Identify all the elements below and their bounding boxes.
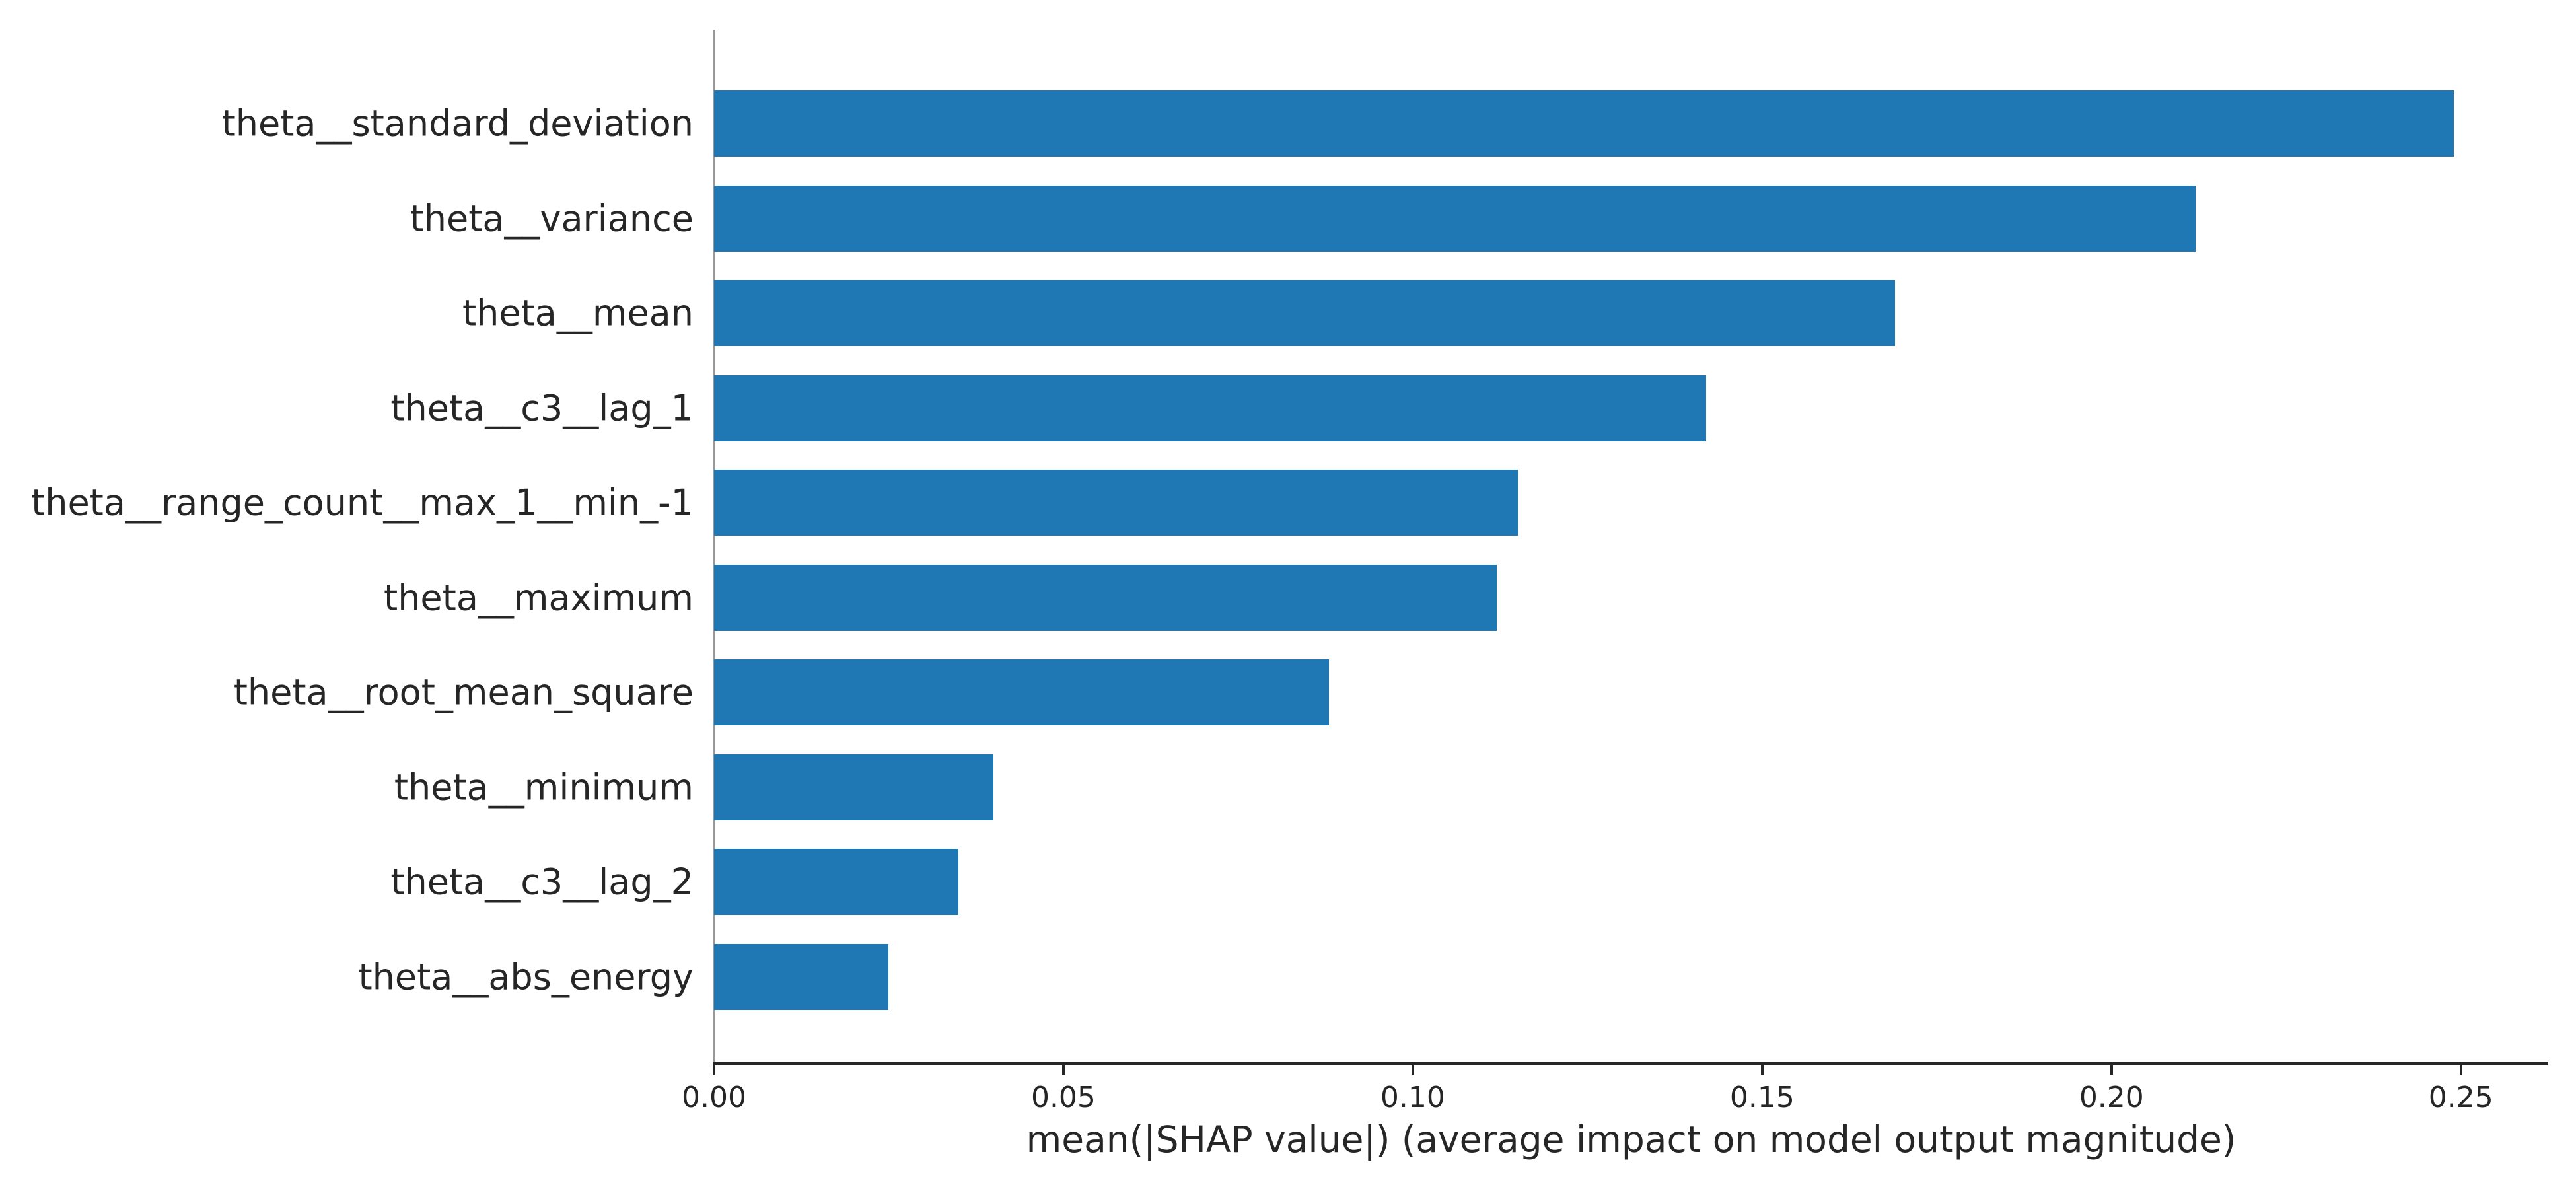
y-tick-label: theta__abs_energy: [358, 956, 694, 997]
x-axis-title: mean(|SHAP value|) (average impact on mo…: [1026, 1118, 2236, 1161]
y-tick-label: theta__maximum: [384, 577, 694, 618]
bar-theta__mean: [714, 280, 1895, 346]
bar-theta__c3__lag_1: [714, 375, 1707, 441]
bar-theta__c3__lag_2: [714, 849, 959, 915]
y-tick-label: theta__c3__lag_1: [390, 387, 694, 429]
bar-theta__abs_energy: [714, 943, 889, 1010]
x-tick-mark: [2459, 1065, 2462, 1075]
y-axis-zero-line: [713, 30, 715, 1062]
x-tick-mark: [1061, 1065, 1065, 1075]
bar-theta__minimum: [714, 754, 994, 820]
x-tick-mark: [2110, 1065, 2113, 1075]
x-tick-label: 0.20: [2079, 1081, 2144, 1114]
y-tick-label: theta__range_count__max_1__min_-1: [31, 482, 694, 524]
x-tick-label: 0.10: [1380, 1081, 1445, 1114]
bar-theta__range_count__max_1__min_-1: [714, 470, 1518, 536]
bar-theta__maximum: [714, 564, 1497, 631]
x-tick-label: 0.25: [2428, 1081, 2493, 1114]
y-tick-label: theta__root_mean_square: [233, 671, 694, 713]
y-tick-label: theta__c3__lag_2: [390, 861, 694, 903]
y-tick-label: theta__mean: [462, 292, 694, 334]
x-tick-mark: [713, 1065, 715, 1075]
y-tick-label: theta__variance: [410, 198, 694, 239]
x-tick-label: 0.05: [1030, 1081, 1096, 1114]
x-tick-mark: [1760, 1065, 1764, 1075]
bar-theta__variance: [714, 185, 2196, 252]
x-tick-label: 0.15: [1729, 1081, 1795, 1114]
y-tick-label: theta__standard_deviation: [221, 102, 694, 145]
x-axis-spine: [713, 1062, 2548, 1065]
x-tick-label: 0.00: [682, 1081, 746, 1114]
y-tick-label: theta__minimum: [394, 766, 694, 808]
x-tick-mark: [1411, 1065, 1414, 1075]
bar-theta__root_mean_square: [714, 659, 1329, 725]
bar-theta__standard_deviation: [714, 90, 2454, 157]
